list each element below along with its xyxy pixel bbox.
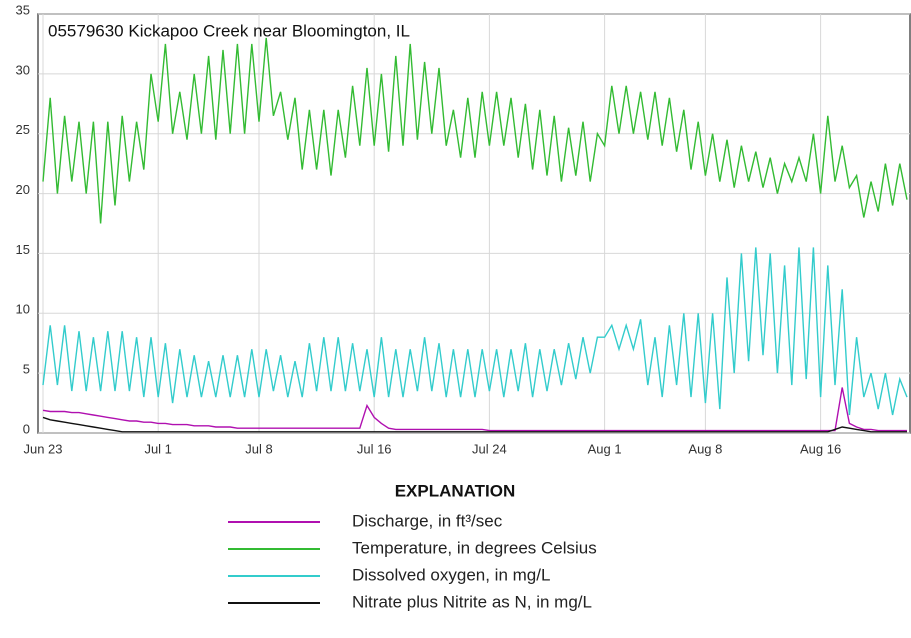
- y-tick-label: 20: [16, 182, 30, 197]
- x-tick-label: Aug 1: [588, 441, 622, 456]
- plot-frame: [37, 13, 911, 434]
- y-tick-label: 0: [23, 421, 30, 436]
- legend-label: Nitrate plus Nitrite as N, in mg/L: [352, 592, 592, 611]
- y-tick-label: 35: [16, 2, 30, 17]
- series-line: [42, 247, 908, 416]
- legend-label: Temperature, in degrees Celsius: [352, 538, 597, 557]
- x-tick-label: Jul 8: [245, 441, 272, 456]
- series-line: [42, 387, 907, 432]
- x-tick-label: Aug 16: [800, 441, 841, 456]
- x-tick-label: Jul 1: [144, 441, 171, 456]
- legend-label: Discharge, in ft³/sec: [352, 511, 503, 530]
- x-tick-label: Jun 23: [23, 441, 62, 456]
- y-tick-label: 10: [16, 302, 30, 317]
- legend-label: Dissolved oxygen, in mg/L: [352, 565, 550, 584]
- x-tick-label: Aug 8: [688, 441, 722, 456]
- x-tick-label: Jul 16: [357, 441, 392, 456]
- y-tick-label: 5: [23, 362, 30, 377]
- legend: Discharge, in ft³/sec Temperature, in deg…: [228, 511, 597, 611]
- legend-title: EXPLANATION: [395, 481, 516, 500]
- x-tick-label: Jul 24: [472, 441, 507, 456]
- lines: [42, 37, 908, 433]
- chart-title: 05579630 Kickapoo Creek near Bloomington…: [48, 21, 410, 40]
- y-tick-label: 30: [16, 62, 30, 77]
- series-line: [42, 37, 908, 224]
- series-line: [42, 416, 907, 433]
- y-tick-label: 25: [16, 122, 30, 137]
- y-tick-label: 15: [16, 242, 30, 257]
